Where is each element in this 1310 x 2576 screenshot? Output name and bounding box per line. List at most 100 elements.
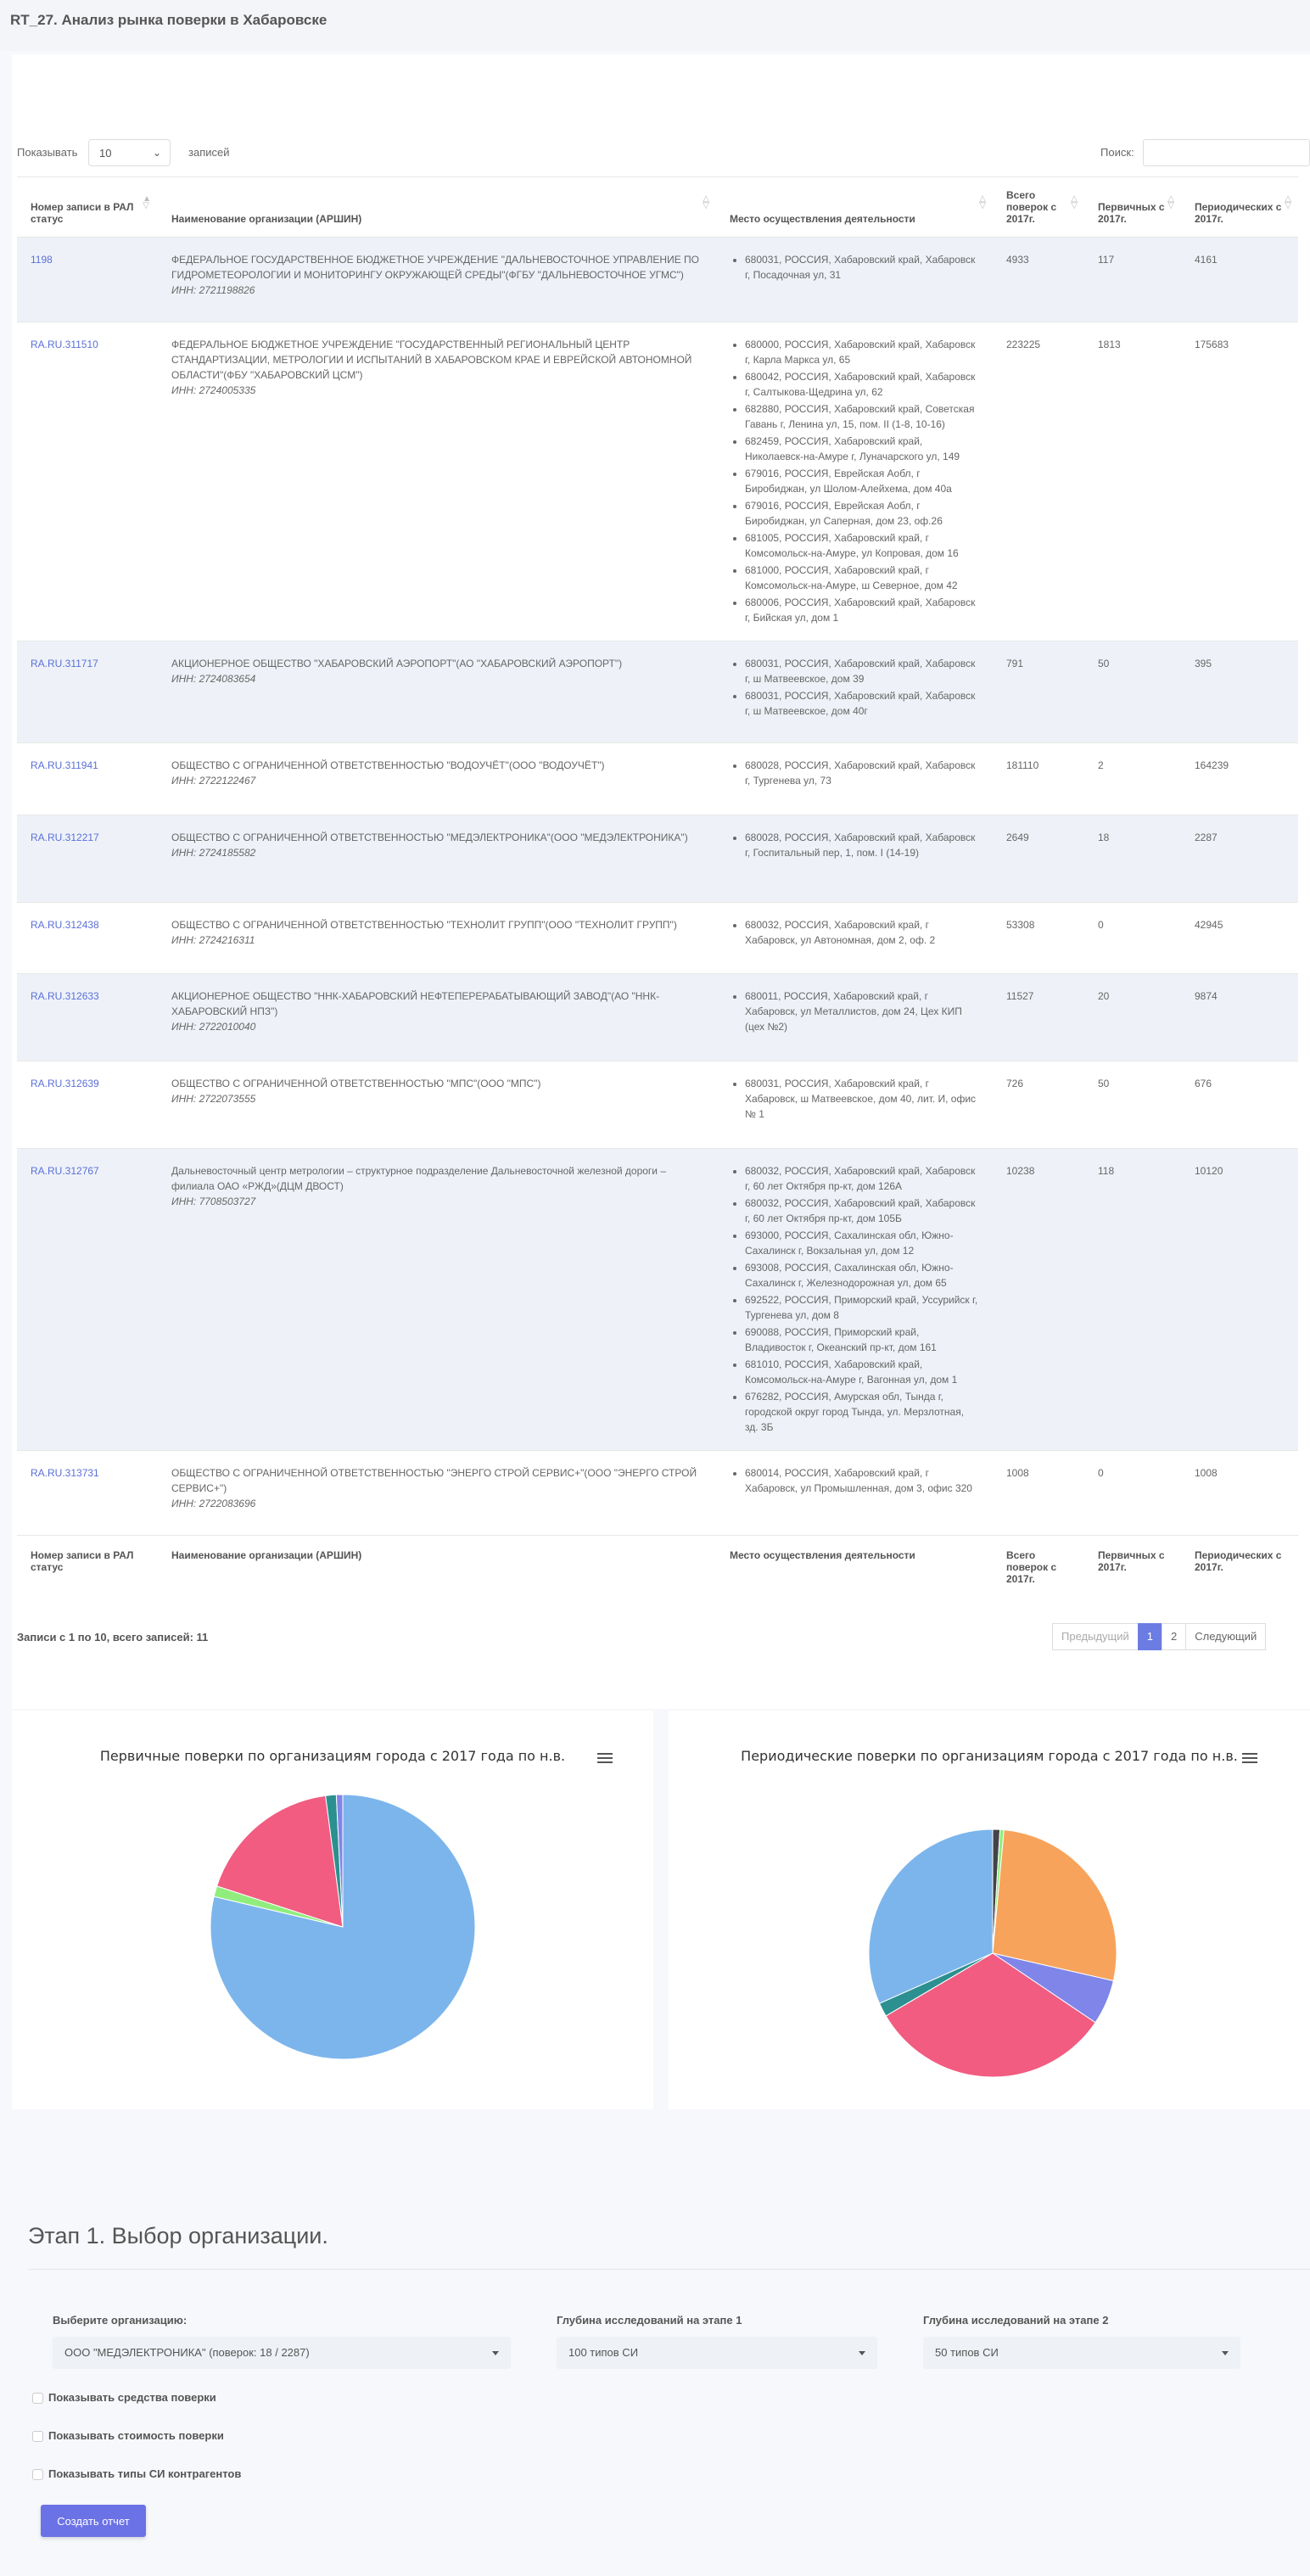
chart-card-periodic: Периодические поверки по организациям го…: [669, 1711, 1310, 2109]
rap-link[interactable]: RA.RU.311510: [31, 339, 98, 350]
rap-link[interactable]: RA.RU.312639: [31, 1078, 99, 1089]
pager-page-2[interactable]: 2: [1162, 1623, 1187, 1650]
chart-menu-icon[interactable]: [597, 1753, 613, 1765]
checkbox[interactable]: [32, 2393, 43, 2405]
cell-places: 680000, РОССИЯ, Хабаровский край, Хабаро…: [716, 322, 993, 641]
rap-link[interactable]: RA.RU.313731: [31, 1467, 99, 1479]
pie-slice[interactable]: [868, 1828, 994, 2004]
place-item: 682880, РОССИЯ, Хабаровский край, Советс…: [745, 401, 979, 432]
rap-link[interactable]: 1198: [31, 254, 53, 266]
table-row: RA.RU.312217 ОБЩЕСТВО С ОГРАНИЧЕННОЙ ОТВЕ…: [17, 815, 1298, 903]
place-item: 682459, РОССИЯ, Хабаровский край, Никола…: [745, 434, 979, 464]
col-header-rap[interactable]: Номер записи в РАЛ статус ▲ ▽: [17, 176, 158, 238]
col-header-org[interactable]: Наименование организации (АРШИН) △ ▽: [158, 176, 716, 238]
check-show-types[interactable]: Показывать типы СИ контрагентов: [32, 2467, 241, 2481]
table-row: RA.RU.312767 Дальневосточный центр метрол…: [17, 1148, 1298, 1451]
pie-slice[interactable]: [992, 1829, 1117, 1982]
pager-prev-button[interactable]: Предыдущий: [1052, 1623, 1139, 1650]
cell-places: 680032, РОССИЯ, Хабаровский край, г Хаба…: [716, 902, 993, 974]
cell-org: ФЕДЕРАЛЬНОЕ БЮДЖЕТНОЕ УЧРЕЖДЕНИЕ "ГОСУДА…: [158, 322, 716, 641]
pie-slice[interactable]: [335, 1794, 344, 1928]
col-header-periodic[interactable]: Периодических с 2017г. △ ▽: [1181, 176, 1298, 238]
foot-header-total: Всего поверок с 2017г.: [993, 1535, 1084, 1597]
rap-link[interactable]: RA.RU.312217: [31, 832, 99, 843]
foot-header-primary: Первичных с 2017г.: [1084, 1535, 1181, 1597]
cell-primary: 2: [1084, 742, 1181, 815]
foot-header-rap: Номер записи в РАЛ статус: [17, 1535, 158, 1597]
rap-link[interactable]: RA.RU.312767: [31, 1165, 99, 1177]
caret-down-icon: [1222, 2351, 1229, 2355]
cell-periodic: 4161: [1181, 237, 1298, 322]
depth2-select-value: 50 типов СИ: [935, 2346, 999, 2359]
cell-places: 680028, РОССИЯ, Хабаровский край, Хабаро…: [716, 815, 993, 903]
place-item: 681005, РОССИЯ, Хабаровский край, г Комс…: [745, 530, 979, 561]
length-suffix: записей: [188, 146, 230, 159]
place-item: 680032, РОССИЯ, Хабаровский край, г Хаба…: [745, 917, 979, 948]
search-input[interactable]: [1143, 139, 1310, 166]
checkbox-label: Показывать стоимость поверки: [48, 2429, 224, 2442]
org-name: ОБЩЕСТВО С ОГРАНИЧЕННОЙ ОТВЕТСТВЕННОСТЬЮ…: [171, 759, 605, 771]
checkbox[interactable]: [32, 2431, 43, 2443]
chart-menu-icon[interactable]: [1242, 1753, 1257, 1765]
rap-link[interactable]: RA.RU.312438: [31, 919, 99, 931]
cell-rap: RA.RU.312767: [17, 1148, 158, 1451]
check-show-tools[interactable]: Показывать средства поверки: [32, 2391, 216, 2405]
cell-primary: 1813: [1084, 322, 1181, 641]
cell-org: ОБЩЕСТВО С ОГРАНИЧЕННОЙ ОТВЕТСТВЕННОСТЬЮ…: [158, 902, 716, 974]
search-label: Поиск:: [1100, 146, 1134, 159]
pager-next-button[interactable]: Следующий: [1185, 1623, 1267, 1650]
org-select-label: Выберите организацию:: [53, 2314, 188, 2327]
cell-rap: RA.RU.312633: [17, 973, 158, 1061]
cell-total: 4933: [993, 237, 1084, 322]
col-header-primary[interactable]: Первичных с 2017г. △ ▽: [1084, 176, 1181, 238]
stage-title: Этап 1. Выбор организации.: [28, 2223, 328, 2248]
depth1-select[interactable]: 100 типов СИ: [557, 2337, 877, 2369]
org-select[interactable]: ООО "МЕДЭЛЕКТРОНИКА" (поверок: 18 / 2287…: [53, 2337, 511, 2369]
length-select-value: 10: [99, 147, 112, 160]
org-inn: ИНН: 2724216311: [171, 934, 255, 946]
table-row: RA.RU.312633 АКЦИОНЕРНОЕ ОБЩЕСТВО "ННК-ХА…: [17, 973, 1298, 1061]
col-header-total[interactable]: Всего поверок с 2017г. △ ▽: [993, 176, 1084, 238]
cell-total: 2649: [993, 815, 1084, 903]
cell-periodic: 9874: [1181, 973, 1298, 1061]
place-item: 680006, РОССИЯ, Хабаровский край, Хабаро…: [745, 595, 979, 625]
cell-org: Дальневосточный центр метрологии – струк…: [158, 1148, 716, 1451]
rap-link[interactable]: RA.RU.311717: [31, 658, 98, 669]
depth1-label: Глубина исследований на этапе 1: [557, 2314, 742, 2327]
col-header-place[interactable]: Место осуществления деятельности △ ▽: [716, 176, 993, 238]
org-name: ФЕДЕРАЛЬНОЕ БЮДЖЕТНОЕ УЧРЕЖДЕНИЕ "ГОСУДА…: [171, 339, 692, 381]
caret-down-icon: [859, 2351, 865, 2355]
cell-org: ОБЩЕСТВО С ОГРАНИЧЕННОЙ ОТВЕТСТВЕННОСТЬЮ…: [158, 815, 716, 903]
places-list: 680031, РОССИЯ, Хабаровский край, Хабаро…: [730, 656, 979, 719]
page-title: RT_27. Анализ рынка поверки в Хабаровске: [10, 12, 328, 28]
table-row: RA.RU.313731 ОБЩЕСТВО С ОГРАНИЧЕННОЙ ОТВЕ…: [17, 1450, 1298, 1536]
checkbox[interactable]: [32, 2469, 43, 2481]
cell-primary: 0: [1084, 1450, 1181, 1536]
pie-slice[interactable]: [216, 1795, 344, 1928]
cell-rap: RA.RU.312639: [17, 1061, 158, 1149]
cell-places: 680032, РОССИЯ, Хабаровский край, Хабаро…: [716, 1148, 993, 1451]
cell-org: АКЦИОНЕРНОЕ ОБЩЕСТВО "ХАБАРОВСКИЙ АЭРОПО…: [158, 641, 716, 743]
table-header-row: Номер записи в РАЛ статус ▲ ▽ Наименование…: [17, 176, 1298, 238]
pie-slice[interactable]: [885, 1952, 1096, 2078]
place-item: 692522, РОССИЯ, Приморский край, Уссурий…: [745, 1292, 979, 1323]
org-name: Дальневосточный центр метрологии – струк…: [171, 1165, 667, 1192]
place-item: 681010, РОССИЯ, Хабаровский край, Комсом…: [745, 1357, 979, 1387]
length-select[interactable]: 10 ⌄: [88, 139, 171, 166]
cell-total: 791: [993, 641, 1084, 743]
cell-total: 223225: [993, 322, 1084, 641]
pager-page-1[interactable]: 1: [1137, 1623, 1162, 1650]
org-inn: ИНН: 2722122467: [171, 775, 256, 787]
rap-link[interactable]: RA.RU.311941: [31, 759, 98, 771]
depth2-select[interactable]: 50 типов СИ: [923, 2337, 1240, 2369]
org-name: ФЕДЕРАЛЬНОЕ ГОСУДАРСТВЕННОЕ БЮДЖЕТНОЕ УЧ…: [171, 254, 700, 281]
place-item: 680031, РОССИЯ, Хабаровский край, Хабаро…: [745, 252, 979, 283]
rap-link[interactable]: RA.RU.312633: [31, 990, 99, 1002]
table-footer-row: Номер записи в РАЛ статус Наименование о…: [17, 1535, 1298, 1597]
check-show-cost[interactable]: Показывать стоимость поверки: [32, 2429, 224, 2443]
org-inn: ИНН: 2722073555: [171, 1093, 256, 1105]
create-report-button[interactable]: Создать отчет: [41, 2505, 146, 2537]
org-select-value: ООО "МЕДЭЛЕКТРОНИКА" (поверок: 18 / 2287…: [64, 2346, 310, 2359]
cell-periodic: 164239: [1181, 742, 1298, 815]
cell-places: 680028, РОССИЯ, Хабаровский край, Хабаро…: [716, 742, 993, 815]
